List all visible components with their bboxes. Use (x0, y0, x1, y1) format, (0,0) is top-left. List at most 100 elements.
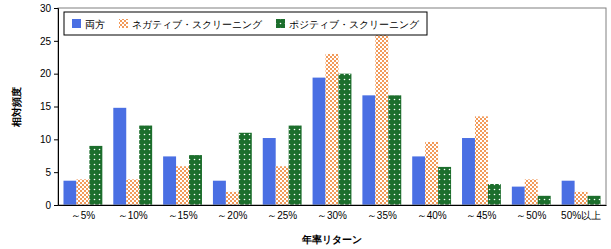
x-axis-line (59, 205, 607, 206)
bar (488, 184, 501, 205)
bar (226, 192, 239, 205)
bar (239, 133, 252, 205)
y-tick: 15 (40, 101, 58, 112)
x-tick: ～45% (466, 205, 496, 221)
bar (89, 146, 102, 205)
bar (475, 116, 488, 205)
y-axis-line (54, 9, 59, 206)
bar (313, 78, 326, 205)
series (76, 28, 587, 205)
bar (126, 179, 139, 205)
bar (163, 156, 176, 205)
y-tick-mark (54, 139, 58, 140)
bar (338, 74, 351, 205)
bar (375, 28, 388, 205)
legend: 両方 ネガティブ・スクリーニング ポジティブ・スクリーニング (64, 12, 427, 35)
bar (538, 196, 551, 205)
y-tick-label: 30 (40, 3, 52, 14)
y-axis-title: 相対頻度 (11, 87, 22, 128)
x-tick-label: ～15% (168, 210, 198, 221)
y-tick: 0 (45, 200, 58, 211)
bar (588, 196, 601, 205)
y-axis: 0 5 10 15 20 25 30 (40, 3, 59, 211)
x-tick-label: ～25% (267, 210, 297, 221)
x-tick-label: ～10% (118, 210, 148, 221)
x-tick: ～15% (168, 205, 198, 221)
bar (263, 138, 276, 205)
legend-label: ネガティブ・スクリーニング (132, 19, 263, 30)
legend-box (64, 12, 427, 35)
y-tick-label: 5 (45, 167, 51, 178)
x-tick: ～50% (516, 205, 546, 221)
bar (63, 181, 76, 205)
x-tick-label: 50%以上 (561, 210, 601, 221)
series (89, 74, 600, 205)
y-tick-label: 0 (45, 200, 51, 211)
bar (412, 156, 425, 205)
x-tick-label: ～20% (217, 210, 247, 221)
bar (113, 108, 126, 205)
bar (462, 138, 475, 205)
y-tick-mark (54, 8, 58, 9)
y-tick: 25 (40, 36, 58, 47)
legend-swatch (72, 19, 81, 28)
x-tick: 50%以上 (561, 205, 601, 221)
x-tick-label: ～40% (417, 210, 447, 221)
bar (76, 179, 89, 205)
legend-item: 両方 (72, 19, 105, 30)
y-tick: 5 (45, 167, 58, 178)
legend-label: ポジティブ・スクリーニング (289, 19, 420, 30)
x-tick-label: ～45% (466, 210, 496, 221)
bar (512, 187, 525, 205)
x-tick: ～25% (267, 205, 297, 221)
legend-swatch (276, 19, 285, 28)
y-tick-mark (54, 74, 58, 75)
bar (189, 155, 202, 205)
y-tick-label: 15 (40, 101, 52, 112)
x-tick-label: ～35% (367, 210, 397, 221)
x-tick-label: ～30% (317, 210, 347, 221)
x-tick: ～35% (367, 205, 397, 221)
x-axis: ～5% ～10% ～15% ～20% ～25% ～30% ～35% ～40% ～45% ～50% 5… (59, 205, 607, 221)
bar (562, 181, 575, 205)
series (63, 78, 574, 205)
y-tick-mark (54, 172, 58, 173)
legend-item: ポジティブ・スクリーニング (276, 19, 420, 30)
x-tick-label: ～5% (71, 210, 96, 221)
y-tick-label: 20 (40, 68, 52, 79)
plot: 051015202530～5%～10%～15%～20%～25%～30%～35%～… (40, 3, 607, 221)
bar (289, 126, 302, 205)
bar (139, 126, 152, 205)
legend-item: ネガティブ・スクリーニング (119, 19, 263, 30)
y-tick-label: 10 (40, 134, 52, 145)
bar (425, 142, 438, 205)
bar (326, 54, 339, 205)
x-tick: ～10% (118, 205, 148, 221)
legend-swatch (119, 19, 128, 28)
bar (525, 179, 538, 205)
plot-frame (58, 8, 606, 205)
bar (213, 181, 226, 205)
bar (438, 167, 451, 205)
bar (575, 192, 588, 205)
x-axis-title: 年率リターン (301, 234, 362, 245)
bar (276, 166, 289, 205)
x-tick: ～5% (71, 205, 96, 221)
y-tick-mark (54, 107, 58, 108)
bar (362, 95, 375, 205)
bars (63, 28, 600, 205)
bar (176, 166, 189, 205)
x-tick: ～20% (217, 205, 247, 221)
y-tick: 10 (40, 134, 58, 145)
y-tick-mark (54, 205, 58, 206)
legend-label: 両方 (85, 19, 105, 30)
x-tick: ～40% (417, 205, 447, 221)
y-tick: 30 (40, 3, 58, 14)
chart: 051015202530～5%～10%～15%～20%～25%～30%～35%～… (0, 0, 611, 249)
y-tick-label: 25 (40, 36, 52, 47)
x-tick: ～30% (317, 205, 347, 221)
bar (388, 95, 401, 205)
y-tick: 20 (40, 68, 58, 79)
y-tick-mark (54, 41, 58, 42)
x-tick-label: ～50% (516, 210, 546, 221)
